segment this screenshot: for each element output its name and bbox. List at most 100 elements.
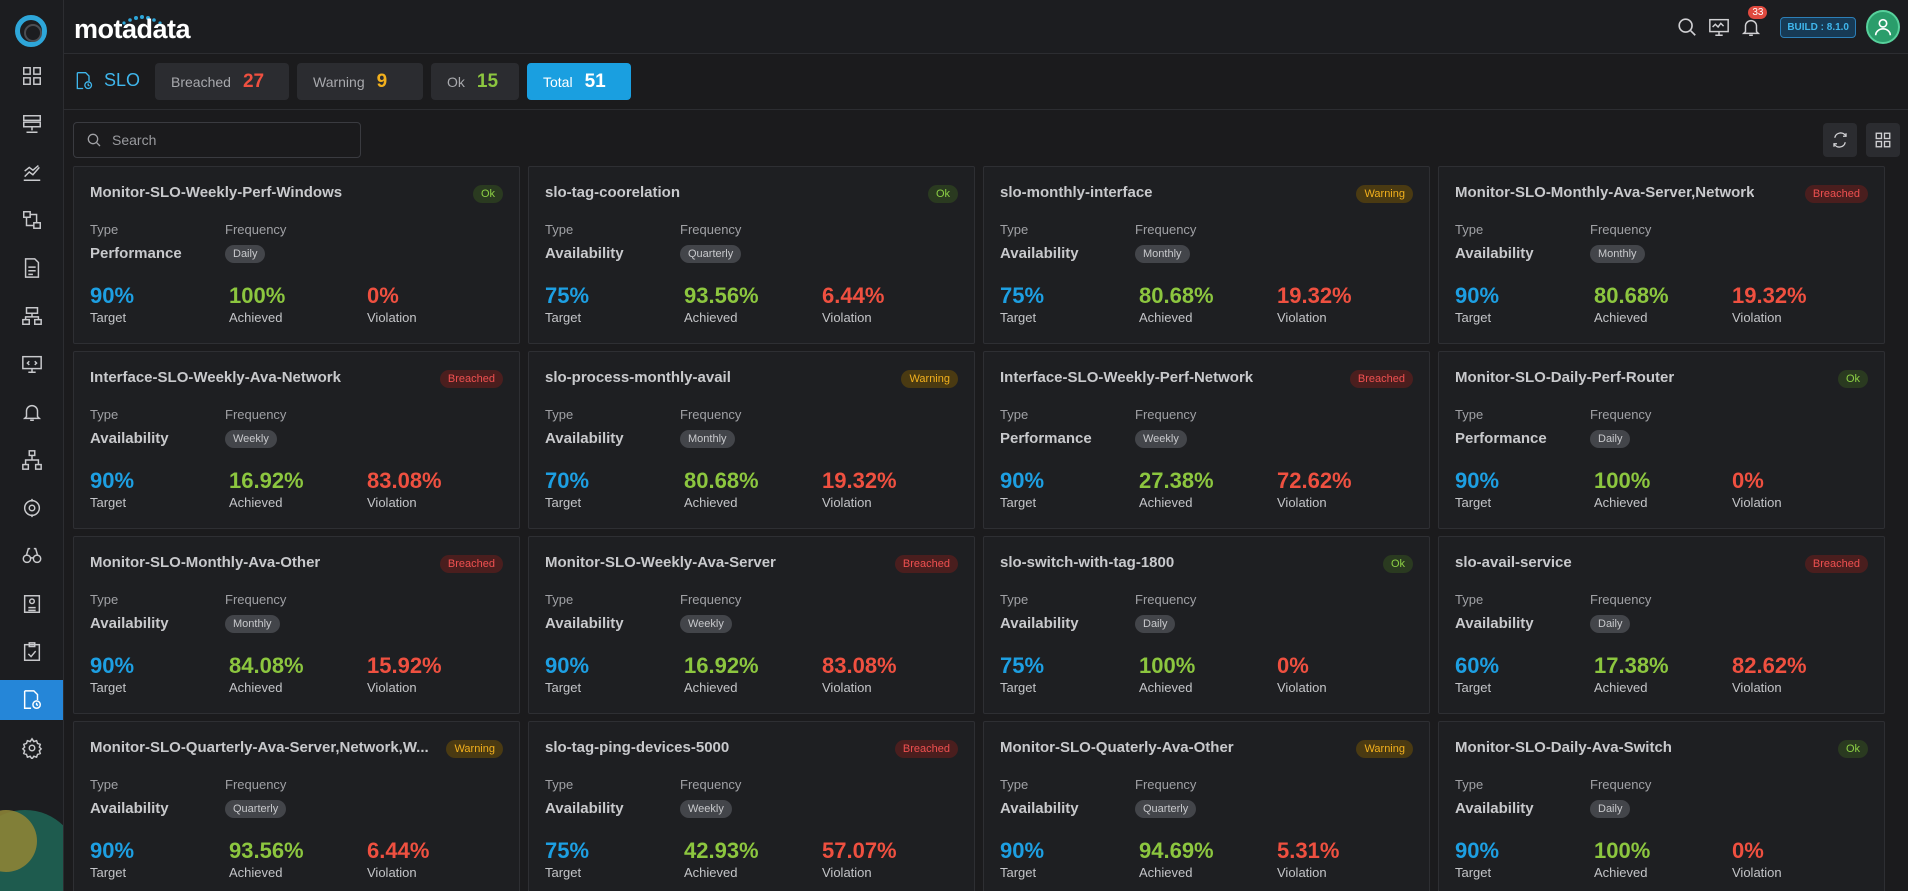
brand-logo[interactable]: motadata (74, 14, 191, 44)
slo-card[interactable]: Interface-SLO-Weekly-Perf-Network Breache… (983, 351, 1430, 529)
health-icon (23, 498, 41, 518)
violation-value: 82.62% (1732, 653, 1807, 678)
slo-card[interactable]: Interface-SLO-Weekly-Ava-Network Breached… (73, 351, 520, 529)
sidebar-item-alert[interactable] (0, 392, 63, 432)
sidebar-item-topology[interactable] (0, 296, 63, 336)
notification-bell-icon[interactable]: 33 (1738, 6, 1768, 40)
search-input[interactable] (112, 132, 352, 148)
type-label: Type (545, 222, 574, 237)
sidebar-item-explorer[interactable] (0, 536, 63, 576)
achieved-value: 80.68% (684, 468, 759, 493)
sidebar-item-flow[interactable] (0, 200, 63, 240)
slo-card-title[interactable]: Interface-SLO-Weekly-Ava-Network (90, 369, 341, 386)
slo-card[interactable]: slo-monthly-interface Warning Type Frequenc… (983, 166, 1430, 344)
sidebar-item-report[interactable] (0, 248, 63, 288)
slo-card[interactable]: Monitor-SLO-Daily-Perf-Router Ok Type Frequ… (1438, 351, 1885, 529)
target-value: 90% (545, 653, 590, 678)
slo-card-title[interactable]: slo-monthly-interface (1000, 184, 1153, 201)
sidebar-item-inventory[interactable] (0, 104, 63, 144)
slo-card-title[interactable]: slo-tag-ping-devices-5000 (545, 739, 730, 756)
user-avatar[interactable] (1866, 10, 1900, 44)
stat-ok-filter[interactable]: Ok 15 (431, 63, 519, 100)
type-label: Type (90, 592, 119, 607)
network-icon (22, 450, 42, 470)
sidebar-item-log[interactable] (0, 584, 63, 624)
achieved-value: 80.68% (1139, 283, 1214, 308)
violation-value: 57.07% (822, 838, 897, 863)
type-value: Performance (90, 245, 182, 262)
slo-card-title[interactable]: Monitor-SLO-Daily-Perf-Router (1455, 369, 1675, 386)
slo-card-title[interactable]: Monitor-SLO-Weekly-Perf-Windows (90, 184, 343, 201)
refresh-icon (1833, 132, 1847, 148)
frequency-badge: Weekly (1135, 430, 1187, 448)
slo-card-title[interactable]: Interface-SLO-Weekly-Perf-Network (1000, 369, 1254, 386)
target-value: 75% (545, 838, 590, 863)
search-box (73, 122, 361, 158)
violation-label: Violation (822, 680, 872, 695)
slo-card-title[interactable]: Monitor-SLO-Monthly-Ava-Other (90, 554, 321, 571)
topology-icon (22, 307, 42, 325)
slo-card-title[interactable]: Monitor-SLO-Quarterly-Ava-Server,Network… (90, 739, 429, 756)
type-label: Type (545, 777, 574, 792)
violation-label: Violation (367, 865, 417, 880)
slo-card[interactable]: slo-tag-ping-devices-5000 Breached Type Fre… (528, 721, 975, 891)
slo-card-title[interactable]: slo-avail-service (1455, 554, 1572, 571)
sidebar-item-dashboard[interactable] (0, 56, 63, 96)
stat-total-filter[interactable]: Total 51 (527, 63, 631, 100)
stat-breached-filter[interactable]: Breached 27 (155, 63, 289, 100)
slo-card[interactable]: Monitor-SLO-Quaterly-Ava-Other Warning Typ… (983, 721, 1430, 891)
slo-card[interactable]: slo-switch-with-tag-1800 Ok Type Frequency A… (983, 536, 1430, 714)
sidebar-item-monitor[interactable] (0, 344, 63, 384)
slo-card[interactable]: Monitor-SLO-Quarterly-Ava-Server,Network… (73, 721, 520, 891)
slo-card[interactable]: Monitor-SLO-Monthly-Ava-Server,Network Br… (1438, 166, 1885, 344)
slo-card[interactable]: slo-avail-service Breached Type Frequency Av… (1438, 536, 1885, 714)
violation-value: 0% (1732, 838, 1764, 863)
slo-card-title[interactable]: Monitor-SLO-Quaterly-Ava-Other (1000, 739, 1234, 756)
target-value: 90% (1000, 838, 1045, 863)
violation-label: Violation (367, 310, 417, 325)
slo-card[interactable]: Monitor-SLO-Weekly-Perf-Windows Ok Type Fre… (73, 166, 520, 344)
type-value: Availability (545, 615, 624, 632)
slo-card-title[interactable]: slo-process-monthly-avail (545, 369, 731, 386)
search-icon[interactable] (1674, 14, 1700, 40)
type-value: Availability (1455, 800, 1534, 817)
target-label: Target (90, 680, 127, 695)
sidebar-item-settings[interactable] (0, 728, 63, 768)
slo-card[interactable]: Monitor-SLO-Daily-Ava-Switch Ok Type Freque… (1438, 721, 1885, 891)
slo-card[interactable]: slo-tag-coorelation Ok Type Frequency Availa… (528, 166, 975, 344)
achieved-value: 100% (1594, 838, 1651, 863)
explorer-icon (22, 547, 42, 564)
type-value: Availability (1000, 800, 1079, 817)
metrics-icon (23, 165, 41, 181)
sidebar-item-network[interactable] (0, 440, 63, 480)
target-value: 90% (1000, 468, 1045, 493)
violation-label: Violation (367, 680, 417, 695)
slo-card-title[interactable]: Monitor-SLO-Monthly-Ava-Server,Network (1455, 184, 1755, 201)
sidebar-item-audit[interactable] (0, 632, 63, 672)
target-label: Target (545, 310, 582, 325)
slo-card-title[interactable]: Monitor-SLO-Daily-Ava-Switch (1455, 739, 1672, 756)
target-value: 75% (1000, 653, 1045, 678)
slo-card[interactable]: Monitor-SLO-Weekly-Ava-Server Breached Typ… (528, 536, 975, 714)
achieved-label: Achieved (1139, 495, 1193, 510)
slo-card[interactable]: Monitor-SLO-Monthly-Ava-Other Breached Typ… (73, 536, 520, 714)
app-logo-icon[interactable] (15, 15, 47, 47)
slo-card-title[interactable]: slo-switch-with-tag-1800 (1000, 554, 1175, 571)
type-label: Type (1455, 407, 1484, 422)
frequency-label: Frequency (1135, 592, 1197, 607)
target-label: Target (545, 495, 582, 510)
type-value: Availability (1000, 245, 1079, 262)
screen-monitor-icon[interactable] (1706, 14, 1732, 40)
type-value: Availability (545, 800, 624, 817)
refresh-button[interactable] (1823, 123, 1857, 157)
violation-value: 15.92% (367, 653, 442, 678)
grid-view-button[interactable] (1866, 123, 1900, 157)
stat-warning-filter[interactable]: Warning 9 (297, 63, 423, 100)
slo-card-title[interactable]: Monitor-SLO-Weekly-Ava-Server (545, 554, 776, 571)
sidebar-item-health[interactable] (0, 488, 63, 528)
slo-card-title[interactable]: slo-tag-coorelation (545, 184, 681, 201)
user-icon (1874, 18, 1892, 36)
sidebar-item-slo[interactable] (0, 680, 63, 720)
sidebar-item-metrics[interactable] (0, 152, 63, 192)
slo-card[interactable]: slo-process-monthly-avail Warning Type Freq… (528, 351, 975, 529)
